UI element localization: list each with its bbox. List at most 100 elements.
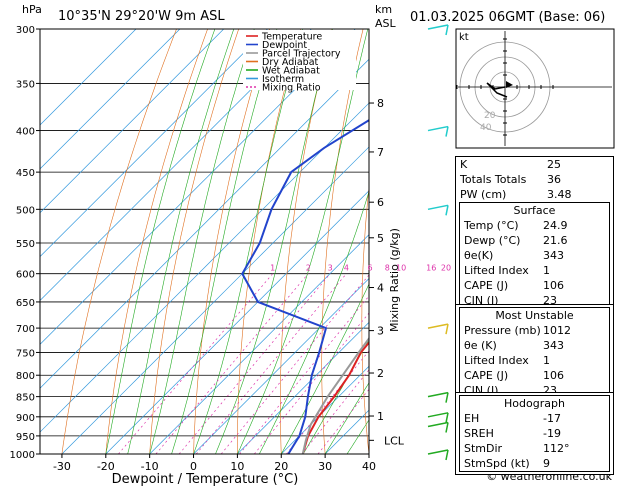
index-label: EH xyxy=(464,412,480,425)
mixing-ratio-line xyxy=(239,295,369,454)
wind-barb xyxy=(427,412,449,418)
pressure-tick-label: 500 xyxy=(16,205,35,216)
index-row: CIN (J) 23 xyxy=(460,293,609,308)
mixing-ratio-label: 4 xyxy=(344,264,349,273)
mixing-ratio-line xyxy=(317,388,369,454)
pressure-tick-label: 950 xyxy=(16,432,35,443)
index-label: θe (K) xyxy=(464,339,497,352)
legend-label: Mixing Ratio xyxy=(262,83,321,94)
height-tick-label: 1 xyxy=(377,410,384,423)
wind-barb-flag xyxy=(445,422,449,433)
mixing-ratio-line xyxy=(155,273,309,454)
temp-tick-label: -10 xyxy=(141,460,159,473)
index-label: SREH xyxy=(464,427,494,440)
index-value: 23 xyxy=(543,294,557,307)
most-unstable-title: Most Unstable xyxy=(495,309,574,322)
pressure-tick-label: 850 xyxy=(16,393,35,404)
mixing-ratio-line xyxy=(220,274,369,454)
height-tick-label: LCL xyxy=(384,434,405,447)
isotherm xyxy=(105,190,369,454)
wind-barb-flag xyxy=(445,449,449,461)
height-unit: km xyxy=(375,3,392,16)
mixing-ratio-label: 3 xyxy=(328,264,333,273)
wet-adiabat xyxy=(302,339,369,454)
temp-tick-label: 40 xyxy=(362,460,376,473)
pressure-tick-label: 450 xyxy=(16,168,35,179)
dry-adiabat xyxy=(61,29,177,454)
wet-adiabat xyxy=(149,29,255,454)
isotherm xyxy=(40,29,137,126)
height-tick-label: 6 xyxy=(377,196,384,209)
dry-adiabat xyxy=(149,29,239,454)
isotherm xyxy=(193,278,369,454)
wet-adiabat xyxy=(281,283,369,454)
wind-barb xyxy=(427,323,449,329)
pressure-tick-label: 300 xyxy=(16,25,35,36)
index-value: 343 xyxy=(543,249,564,262)
mixing-ratio-line xyxy=(118,273,273,454)
isotherm xyxy=(40,58,369,389)
wind-barb xyxy=(427,125,449,132)
index-row: CAPE (J) 106 xyxy=(460,368,609,383)
pressure-tick-label: 750 xyxy=(16,348,35,359)
wind-barb-flag xyxy=(445,205,449,216)
index-value: 343 xyxy=(543,339,564,352)
hodograph-title: Hodograph xyxy=(504,397,565,410)
index-row: StmDir 112° xyxy=(460,441,609,456)
index-row: Dewp (°C) 21.6 xyxy=(460,233,609,248)
index-row: Pressure (mb) 1012 xyxy=(460,323,609,338)
totals-totals-row: Totals Totals 36 xyxy=(460,173,561,186)
height-tick-label: 5 xyxy=(377,232,384,245)
index-label: Temp (°C) xyxy=(464,219,519,232)
temp-tick-label: 0 xyxy=(190,460,197,473)
x-axis-label: Dewpoint / Temperature (°C) xyxy=(112,472,299,486)
hodograph-panel: Hodograph EH -17 SREH -19 StmDir 112° StmSpd (… xyxy=(455,392,614,475)
wind-barb xyxy=(427,24,449,30)
legend-box xyxy=(243,30,356,90)
most-unstable-panel: Most Unstable Pressure (mb) 1012 θe (K) 343… xyxy=(455,304,614,402)
wet-adiabat xyxy=(127,29,235,454)
legend-label: Isotherm xyxy=(262,74,304,85)
wind-barb-flag xyxy=(445,412,449,423)
storm-motion-marker xyxy=(506,81,513,88)
index-value: 21.6 xyxy=(543,234,568,247)
plot-frame xyxy=(39,28,370,455)
index-value: 1 xyxy=(543,354,550,367)
index-label: Lifted Index xyxy=(464,354,529,367)
index-value: 106 xyxy=(543,369,564,382)
wind-barb xyxy=(427,204,449,211)
series-parcel-trajectory xyxy=(301,336,369,454)
pressure-tick-label: 400 xyxy=(16,127,35,138)
mixing-ratio-line xyxy=(178,273,331,454)
index-row: Lifted Index 1 xyxy=(460,263,609,278)
series-dewpoint xyxy=(241,119,369,454)
pressure-unit: hPa xyxy=(22,3,42,16)
temp-tick-label: 20 xyxy=(274,460,288,473)
mixing-ratio-axis-label: Mixing Ratio (g/kg) xyxy=(388,228,401,332)
height-tick-label: 2 xyxy=(377,367,384,380)
index-row: θe (K) 343 xyxy=(460,338,609,353)
index-value: 1012 xyxy=(543,324,571,337)
isotherm xyxy=(61,146,369,454)
isotherm xyxy=(149,234,369,454)
index-row: CAPE (J) 106 xyxy=(460,278,609,293)
legend-label: Dewpoint xyxy=(262,40,307,51)
isotherm xyxy=(40,29,312,301)
date-label: 01.03.2025 06GMT (Base: 06) xyxy=(410,10,605,25)
pressure-tick-label: 700 xyxy=(16,324,35,335)
hodo-ring-label-20: 20 xyxy=(484,111,496,121)
index-value: 112° xyxy=(543,442,570,455)
dry-adiabat xyxy=(401,29,426,454)
isotherm xyxy=(281,365,369,454)
isotherm xyxy=(40,102,369,433)
legend-label: Dry Adiabat xyxy=(262,57,319,68)
mixing-ratio-label: 1 xyxy=(270,264,275,273)
index-value: 9 xyxy=(543,457,550,470)
legend-label: Parcel Trajectory xyxy=(262,49,341,60)
index-value: -17 xyxy=(543,412,561,425)
wet-adiabat xyxy=(193,29,303,454)
dry-adiabat xyxy=(237,29,302,454)
mixing-ratio-line xyxy=(301,369,369,454)
wind-barb xyxy=(427,449,449,455)
